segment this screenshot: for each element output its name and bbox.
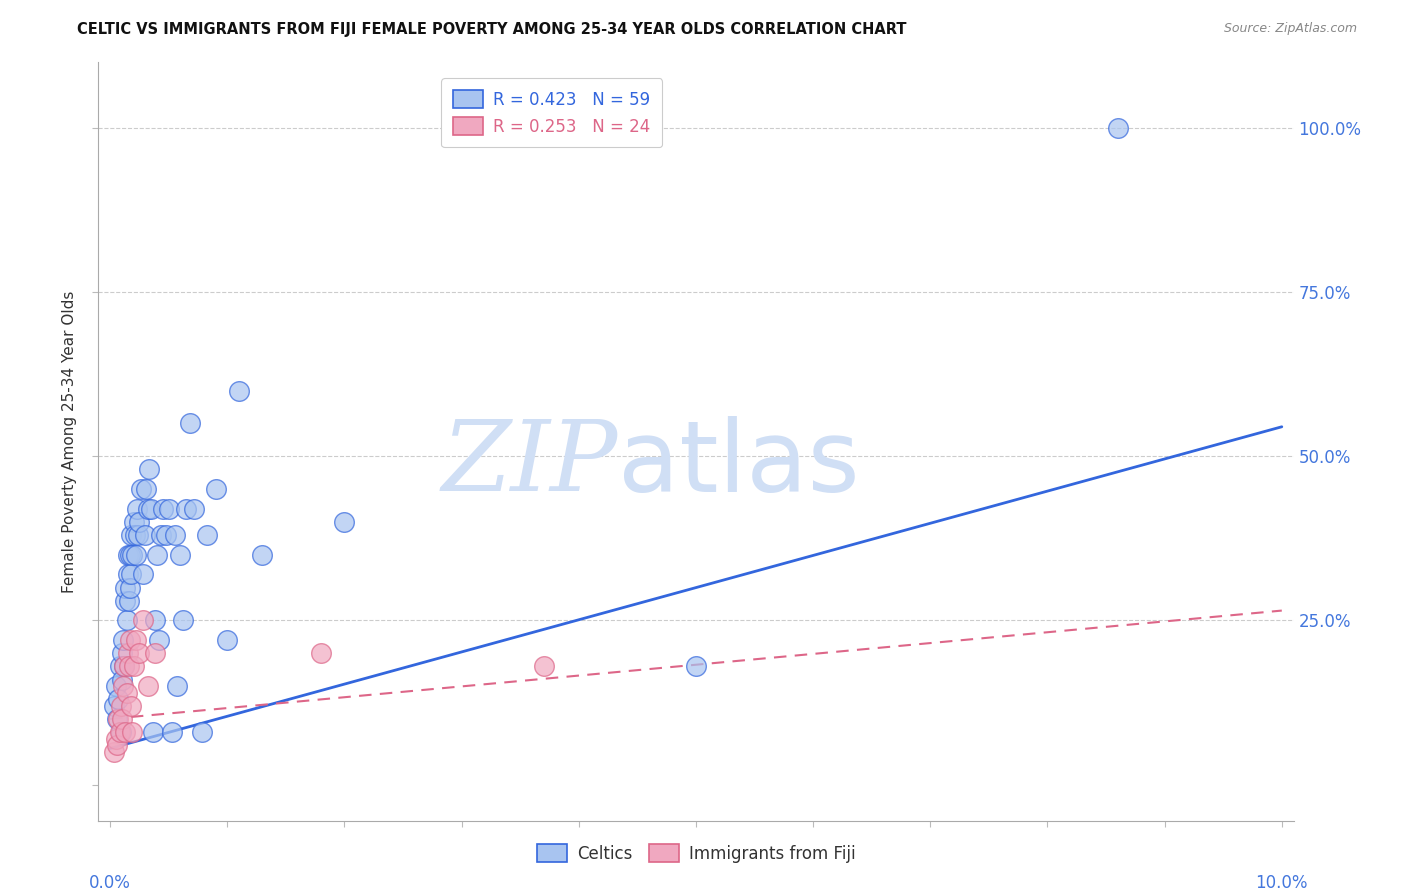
Point <box>162 725 183 739</box>
Point <box>174 501 197 516</box>
Text: 0.0%: 0.0% <box>89 874 131 892</box>
Point <box>117 548 139 562</box>
Point <box>155 528 177 542</box>
Point <box>105 679 128 693</box>
Point <box>134 528 156 542</box>
Point <box>169 548 191 562</box>
Point <box>152 501 174 516</box>
Point <box>333 515 356 529</box>
Point <box>111 673 134 687</box>
Point <box>112 659 135 673</box>
Point <box>166 679 188 693</box>
Point <box>103 745 125 759</box>
Point <box>115 614 138 628</box>
Point <box>107 692 129 706</box>
Point <box>149 528 172 542</box>
Point <box>197 528 219 542</box>
Point <box>112 659 135 673</box>
Point <box>114 593 136 607</box>
Point <box>135 482 157 496</box>
Point <box>163 528 186 542</box>
Point <box>122 515 145 529</box>
Y-axis label: Female Poverty Among 25-34 Year Olds: Female Poverty Among 25-34 Year Olds <box>62 291 77 592</box>
Point <box>252 548 274 562</box>
Point <box>107 712 129 726</box>
Point <box>136 501 159 516</box>
Point <box>120 633 141 648</box>
Point <box>110 698 132 713</box>
Point <box>183 501 205 516</box>
Point <box>142 725 165 739</box>
Text: CELTIC VS IMMIGRANTS FROM FIJI FEMALE POVERTY AMONG 25-34 YEAR OLDS CORRELATION : CELTIC VS IMMIGRANTS FROM FIJI FEMALE PO… <box>77 22 907 37</box>
Point <box>108 659 131 673</box>
Point <box>121 725 143 739</box>
Point <box>105 731 128 746</box>
Point <box>157 501 180 516</box>
Point <box>204 482 226 496</box>
Point <box>121 548 143 562</box>
Text: atlas: atlas <box>619 416 860 513</box>
Text: Source: ZipAtlas.com: Source: ZipAtlas.com <box>1223 22 1357 36</box>
Point <box>103 698 125 713</box>
Point <box>128 515 150 529</box>
Point <box>115 685 138 699</box>
Point <box>172 614 194 628</box>
Text: 10.0%: 10.0% <box>1256 874 1308 892</box>
Point <box>117 567 139 582</box>
Point <box>105 738 128 752</box>
Point <box>190 725 212 739</box>
Point <box>146 548 169 562</box>
Point <box>128 646 150 660</box>
Point <box>122 659 145 673</box>
Point <box>105 712 128 726</box>
Point <box>112 679 135 693</box>
Point <box>111 712 134 726</box>
Point <box>110 725 132 739</box>
Point <box>120 581 141 595</box>
Point <box>124 528 146 542</box>
Point <box>114 725 136 739</box>
Point <box>125 548 148 562</box>
Point <box>118 659 141 673</box>
Point <box>111 646 134 660</box>
Point <box>127 528 149 542</box>
Point <box>179 417 201 431</box>
Point <box>1107 121 1129 136</box>
Point <box>141 501 163 516</box>
Point <box>309 646 332 660</box>
Point <box>118 593 141 607</box>
Text: ZIP: ZIP <box>441 417 619 512</box>
Point <box>132 614 155 628</box>
Point <box>129 482 152 496</box>
Point <box>136 679 159 693</box>
Point <box>143 614 166 628</box>
Point <box>120 698 142 713</box>
Point <box>132 567 155 582</box>
Point <box>143 646 166 660</box>
Point <box>117 646 139 660</box>
Point <box>217 633 239 648</box>
Point <box>148 633 170 648</box>
Legend: Celtics, Immigrants from Fiji: Celtics, Immigrants from Fiji <box>530 838 862 869</box>
Point <box>120 567 142 582</box>
Point <box>138 462 160 476</box>
Point <box>112 633 135 648</box>
Point <box>120 528 142 542</box>
Point <box>533 659 555 673</box>
Point <box>108 725 131 739</box>
Point <box>127 501 149 516</box>
Point <box>114 581 136 595</box>
Point <box>125 633 148 648</box>
Point <box>120 548 141 562</box>
Point <box>228 384 250 398</box>
Point <box>685 659 707 673</box>
